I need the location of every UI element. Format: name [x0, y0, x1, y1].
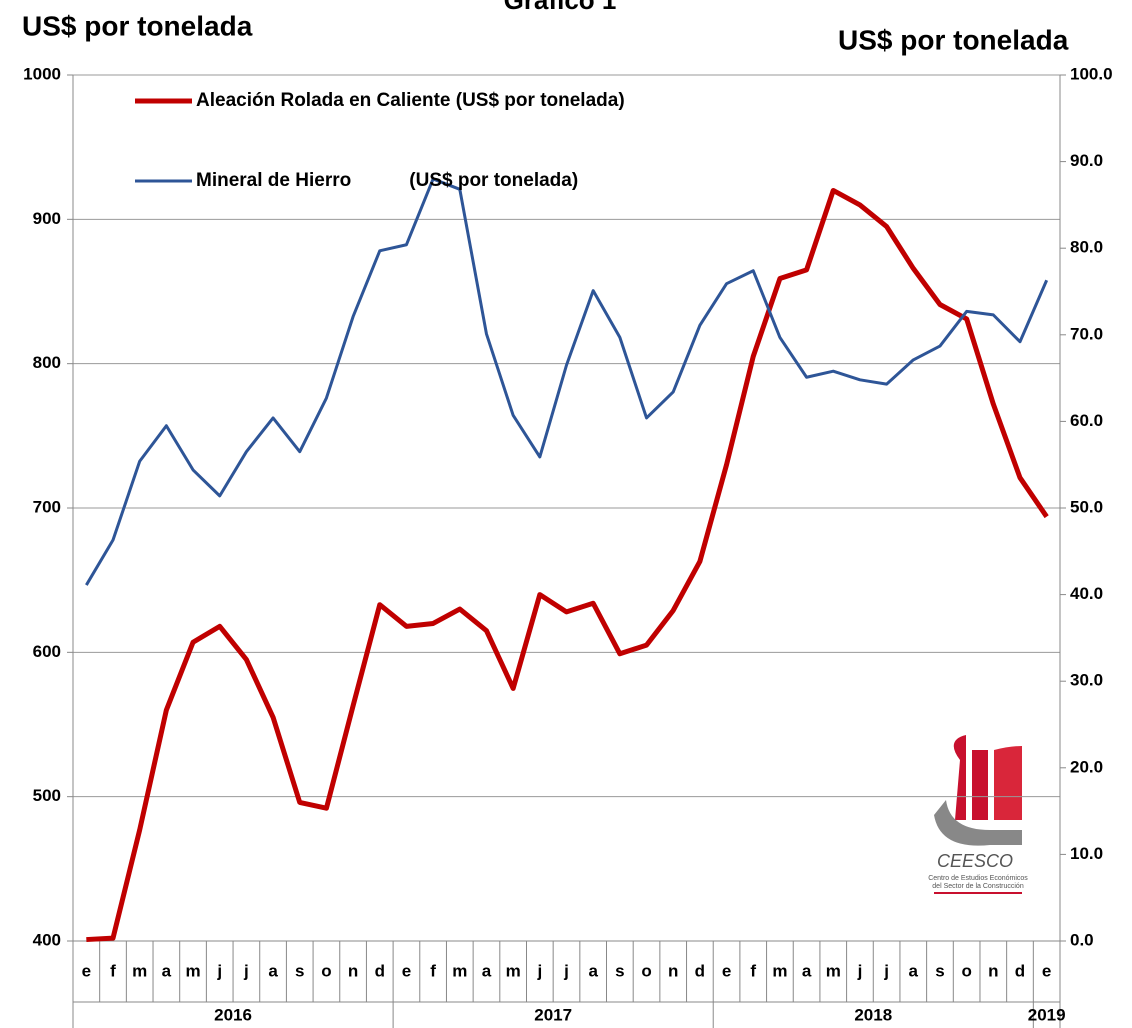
y-tick-label: 400	[33, 930, 61, 949]
x-tick-label: a	[909, 961, 919, 980]
series-line	[85, 177, 1049, 586]
x-tick-label: n	[668, 961, 678, 980]
chart-title: Gráfico 1	[504, 0, 617, 15]
x-tick-label: j	[216, 961, 222, 980]
y2-tick-label: 50.0	[1070, 497, 1103, 516]
y2-tick-label: 10.0	[1070, 844, 1103, 863]
logo-name: CEESCO	[937, 851, 1013, 871]
x-tick-label: m	[132, 961, 147, 980]
y-tick-label: 1000	[23, 64, 61, 83]
x-tick-label: e	[722, 961, 731, 980]
x-tick-label: s	[295, 961, 304, 980]
y2-tick-label: 20.0	[1070, 757, 1103, 776]
x-tick-label: n	[348, 961, 358, 980]
x-tick-label: a	[268, 961, 278, 980]
year-label: 2017	[534, 1005, 572, 1024]
x-tick-label: j	[857, 961, 863, 980]
x-tick-label: m	[452, 961, 467, 980]
y2-tick-label: 90.0	[1070, 151, 1103, 170]
y-tick-label: 900	[33, 209, 61, 228]
logo-shape	[934, 800, 1022, 846]
x-tick-label: a	[482, 961, 492, 980]
y2-tick-label: 40.0	[1070, 584, 1103, 603]
year-label: 2016	[214, 1005, 252, 1024]
x-tick-label: f	[750, 961, 756, 980]
x-tick-label: o	[961, 961, 971, 980]
x-tick-label: e	[1042, 961, 1051, 980]
x-tick-label: e	[82, 961, 91, 980]
x-tick-label: m	[185, 961, 200, 980]
logo-text: del Sector de la Construcción	[932, 883, 1024, 890]
logo-shape	[994, 746, 1022, 820]
y2-tick-label: 0.0	[1070, 930, 1094, 949]
x-tick-label: j	[536, 961, 542, 980]
y2-tick-label: 30.0	[1070, 671, 1103, 690]
year-label: 2018	[854, 1005, 892, 1024]
x-tick-label: s	[615, 961, 624, 980]
year-label: 2019	[1028, 1005, 1066, 1024]
x-tick-label: j	[883, 961, 889, 980]
y-tick-label: 500	[33, 786, 61, 805]
legend-label: Mineral de Hierro (US$ por tonelada)	[196, 170, 578, 191]
y-tick-label: 600	[33, 642, 61, 661]
y-tick-label: 800	[33, 353, 61, 372]
x-tick-label: j	[563, 961, 569, 980]
x-tick-label: j	[243, 961, 249, 980]
x-tick-label: a	[588, 961, 598, 980]
x-tick-label: m	[826, 961, 841, 980]
x-tick-label: a	[802, 961, 812, 980]
x-tick-label: d	[375, 961, 385, 980]
y-tick-label: 700	[33, 497, 61, 516]
x-tick-label: s	[935, 961, 944, 980]
x-tick-label: a	[162, 961, 172, 980]
x-tick-label: e	[402, 961, 411, 980]
x-tick-label: n	[988, 961, 998, 980]
y2-tick-label: 60.0	[1070, 411, 1103, 430]
x-tick-label: f	[430, 961, 436, 980]
x-tick-label: m	[506, 961, 521, 980]
x-tick-label: f	[110, 961, 116, 980]
x-tick-label: o	[321, 961, 331, 980]
x-tick-label: m	[772, 961, 787, 980]
logo-text: Centro de Estudios Económicos	[928, 875, 1028, 882]
logo: CEESCO Centro de Estudios Económicos del…	[928, 735, 1028, 894]
series-line	[86, 187, 1049, 943]
y2-tick-label: 70.0	[1070, 324, 1103, 343]
x-tick-label: d	[1015, 961, 1025, 980]
y2-tick-label: 80.0	[1070, 238, 1103, 257]
x-tick-label: o	[641, 961, 651, 980]
logo-shape	[953, 735, 966, 820]
legend-label: Aleación Rolada en Caliente (US$ por ton…	[196, 90, 625, 111]
x-tick-label: d	[695, 961, 705, 980]
y2-tick-label: 100.0	[1070, 64, 1113, 83]
y2-axis-title: US$ por tonelada	[838, 24, 1069, 55]
logo-shape	[972, 750, 988, 820]
y-axis-title: US$ por tonelada	[22, 10, 253, 41]
